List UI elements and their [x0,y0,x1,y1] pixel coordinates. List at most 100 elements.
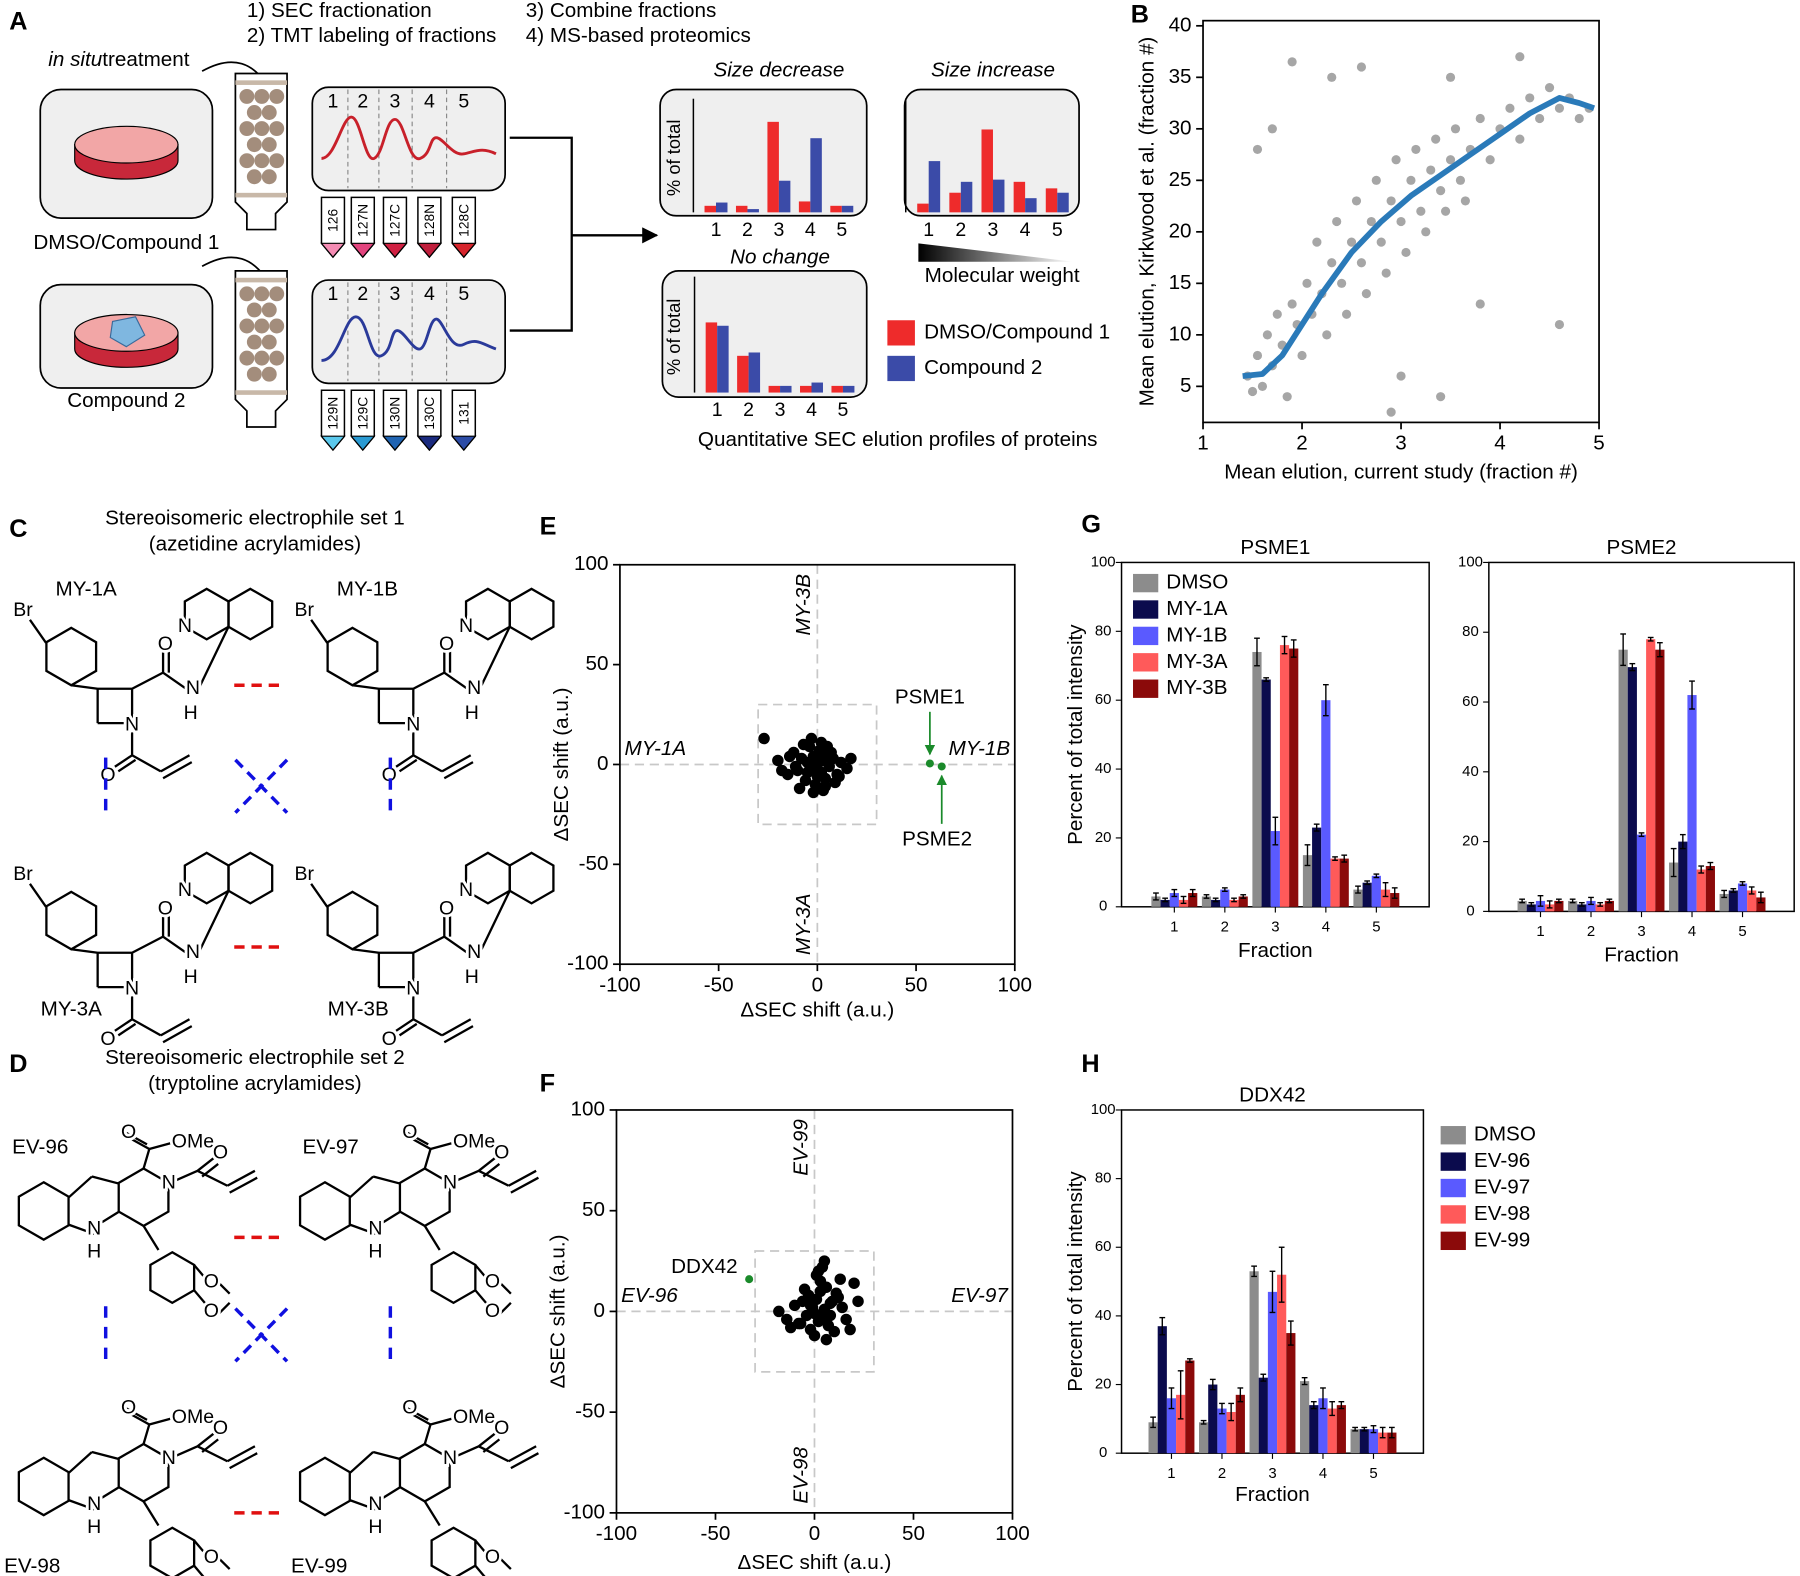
compound-name: MY-1B [337,577,398,600]
column-bead [269,153,285,169]
data-point [841,762,853,775]
data-point [784,1321,797,1334]
bar [1267,1291,1278,1454]
bar [1359,1429,1369,1454]
data-point [1396,216,1406,227]
x-tick-label: 5 [1369,1465,1377,1482]
x-tick-label: 4 [1494,432,1506,455]
x-tick-label: 2 [1218,1465,1226,1482]
bar [1728,890,1738,912]
column-bead [239,121,255,137]
set-subtitle: (azetidine acrylamides) [149,533,361,556]
bond-set [310,883,511,1044]
combine-bracket [509,136,573,332]
benzene-ring [326,890,379,951]
bar [778,180,791,213]
column-bead [239,153,255,169]
y-tick-label: 40 [1095,1307,1112,1324]
column-band [235,277,288,283]
data-point [1391,155,1401,165]
x-tick-label: 2 [742,219,753,241]
bar [1318,1398,1328,1454]
bar [949,192,961,213]
data-point [1445,155,1456,165]
data-point [1535,113,1545,124]
atom-label: O [439,897,454,919]
y-tick-label: -100 [564,1500,605,1523]
x-tick-label: 3 [775,399,786,421]
error-bar [1647,636,1654,642]
data-point [1322,330,1332,340]
dish-top [74,125,179,164]
atom-label: Br [13,599,33,621]
error-bar [1373,873,1380,879]
treatment-text: treatment [102,48,190,71]
data-point [798,1283,811,1296]
data-point [1386,407,1396,417]
atom-label: H [368,1240,382,1262]
atom-label: H [87,1240,101,1262]
bar [1309,1405,1319,1454]
error-bar [1153,892,1159,901]
bar [1387,1432,1397,1454]
atom-label: N [443,1172,457,1194]
error-bar [1355,885,1361,894]
error-bar [1569,898,1576,904]
bar [830,205,842,213]
data-point [1366,216,1376,227]
column-band [235,80,288,85]
bar [1188,893,1198,907]
bar [1176,1394,1186,1454]
tube-tip [320,435,346,451]
error-bar [1721,889,1728,899]
column-bead [239,286,255,302]
data-point [840,1313,852,1326]
data-point [807,786,820,799]
x-tick-label: 5 [836,219,847,241]
data-point [1554,103,1565,113]
tube-tip [382,435,408,451]
data-point [1455,175,1466,185]
bar [1362,882,1372,907]
y-tick-label: 100 [1091,1101,1116,1118]
step-label: 4) MS-based proteomics [526,24,751,47]
data-point [1327,258,1337,268]
fraction-number: 2 [357,283,368,305]
data-point [1337,278,1347,288]
data-point [1247,386,1258,397]
relation-dash [234,758,289,814]
legend-label: MY-3B [1166,676,1227,699]
y-tick-label: 20 [1095,829,1112,846]
error-bar [1251,1265,1257,1278]
atom-label: O [382,1028,397,1050]
bar [1655,649,1665,912]
data-point [1505,103,1515,113]
x-tick-label: 3 [1271,918,1279,935]
tube-tip [350,242,376,259]
error-bar [1670,847,1677,878]
error-bar [1231,897,1237,903]
atom-label: H [465,702,479,724]
error-bar [1200,1419,1207,1425]
data-point [1376,237,1386,247]
bar [717,325,729,393]
column-bead [261,302,277,318]
benzo-ring [227,587,274,641]
bar [1148,1422,1158,1454]
data-point [1356,62,1367,72]
bar [981,129,993,213]
bar [1199,1422,1209,1454]
column-bead [269,318,285,334]
axis-end-label: MY-1A [625,737,687,760]
legend-swatch [1133,653,1159,672]
panel-letter: B [1131,1,1149,29]
data-point [1460,196,1470,206]
panel-letter: A [9,8,27,36]
x-tick-label: 50 [905,973,928,996]
data-point [776,764,788,777]
error-bar [1597,901,1604,907]
data-point [797,738,810,751]
data-point [830,1287,843,1300]
atom-label: N [459,615,473,637]
molecular-weight-wedge [918,243,1074,262]
